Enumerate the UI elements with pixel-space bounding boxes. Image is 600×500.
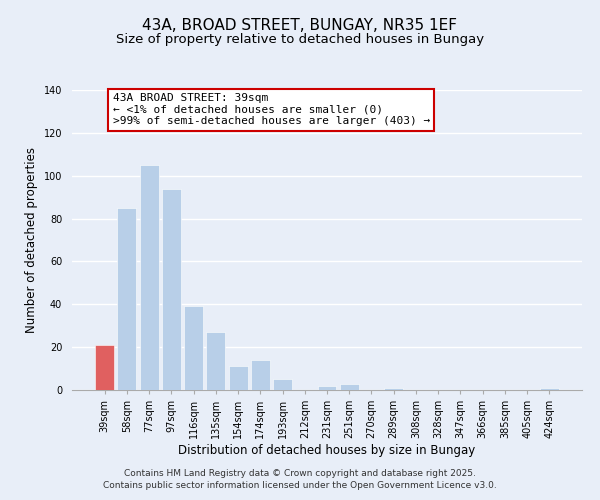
Text: Size of property relative to detached houses in Bungay: Size of property relative to detached ho… [116, 32, 484, 46]
Bar [540, 388, 559, 390]
Bar [95, 345, 114, 390]
Text: 43A BROAD STREET: 39sqm
← <1% of detached houses are smaller (0)
>99% of semi-de: 43A BROAD STREET: 39sqm ← <1% of detache… [113, 93, 430, 126]
Bar [384, 388, 403, 390]
Bar [140, 165, 158, 390]
Bar [229, 366, 248, 390]
Bar [340, 384, 359, 390]
Bar [206, 332, 225, 390]
Bar [184, 306, 203, 390]
Text: 43A, BROAD STREET, BUNGAY, NR35 1EF: 43A, BROAD STREET, BUNGAY, NR35 1EF [143, 18, 458, 32]
Bar [118, 208, 136, 390]
X-axis label: Distribution of detached houses by size in Bungay: Distribution of detached houses by size … [178, 444, 476, 457]
Text: Contains HM Land Registry data © Crown copyright and database right 2025.
Contai: Contains HM Land Registry data © Crown c… [103, 468, 497, 490]
Bar [273, 380, 292, 390]
Y-axis label: Number of detached properties: Number of detached properties [25, 147, 38, 333]
Bar [162, 188, 181, 390]
Bar [317, 386, 337, 390]
Bar [251, 360, 270, 390]
